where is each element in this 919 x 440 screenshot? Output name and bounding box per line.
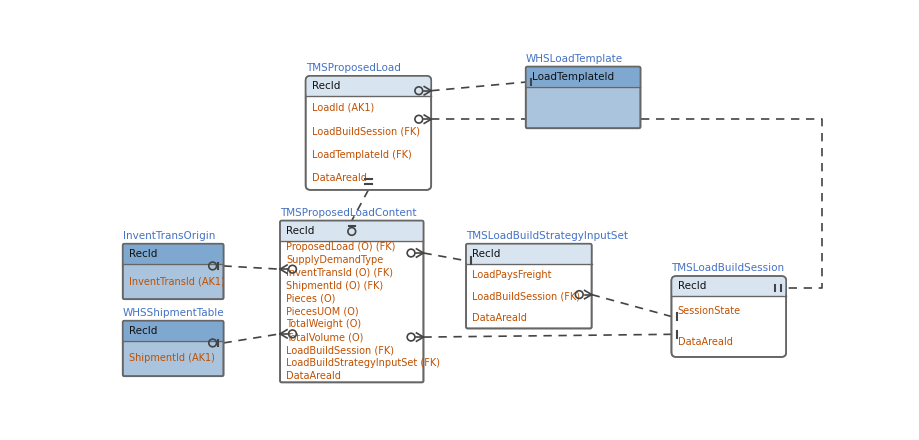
FancyBboxPatch shape [525,66,640,128]
Text: ShipmentId (AK1): ShipmentId (AK1) [129,353,215,363]
Text: PiecesUOM (O): PiecesUOM (O) [286,307,358,316]
Text: InventTransId (AK1): InventTransId (AK1) [129,276,224,286]
Text: DataAreaId: DataAreaId [677,337,732,347]
FancyBboxPatch shape [525,66,640,87]
Text: WHSShipmentTable: WHSShipmentTable [122,308,224,318]
Text: TMSProposedLoadContent: TMSProposedLoadContent [279,208,416,217]
Text: RecId: RecId [286,226,314,236]
Text: ProposedLoad (O) (FK): ProposedLoad (O) (FK) [286,242,395,252]
Text: InventTransOrigin: InventTransOrigin [122,231,215,241]
FancyBboxPatch shape [122,244,223,264]
FancyBboxPatch shape [122,321,223,341]
Text: LoadBuildSession (FK): LoadBuildSession (FK) [471,291,580,301]
Text: RecId: RecId [471,249,500,259]
FancyBboxPatch shape [671,276,786,357]
Text: DataAreaId: DataAreaId [471,313,527,323]
Text: WHSLoadTemplate: WHSLoadTemplate [525,54,622,63]
Text: TMSLoadBuildSession: TMSLoadBuildSession [671,263,784,273]
Text: TMSLoadBuildStrategyInputSet: TMSLoadBuildStrategyInputSet [466,231,628,241]
FancyBboxPatch shape [671,276,786,296]
Text: TMSProposedLoad: TMSProposedLoad [305,63,400,73]
FancyBboxPatch shape [305,76,431,96]
Text: InventTransId (O) (FK): InventTransId (O) (FK) [286,268,392,278]
Text: RecId: RecId [312,81,340,91]
Text: DataAreaId: DataAreaId [312,173,367,183]
FancyBboxPatch shape [122,321,223,376]
Text: SupplyDemandType: SupplyDemandType [286,255,383,265]
FancyBboxPatch shape [122,244,223,299]
FancyBboxPatch shape [279,221,423,382]
Text: DataAreaId: DataAreaId [286,371,341,381]
Text: TotalWeight (O): TotalWeight (O) [286,319,361,330]
Text: LoadBuildSession (FK): LoadBuildSession (FK) [312,126,419,136]
Text: SessionState: SessionState [677,306,740,316]
FancyBboxPatch shape [279,221,423,241]
Text: LoadBuildStrategyInputSet (FK): LoadBuildStrategyInputSet (FK) [286,358,440,368]
Text: RecId: RecId [129,326,157,336]
Text: Pieces (O): Pieces (O) [286,293,335,304]
Text: LoadId (AK1): LoadId (AK1) [312,103,374,113]
FancyBboxPatch shape [466,244,591,328]
Text: LoadPaysFreight: LoadPaysFreight [471,270,551,279]
FancyBboxPatch shape [305,76,431,190]
Text: ShipmentId (O) (FK): ShipmentId (O) (FK) [286,281,383,291]
Text: TotalVolume (O): TotalVolume (O) [286,332,363,342]
FancyBboxPatch shape [466,244,591,264]
Text: RecId: RecId [129,249,157,259]
Text: RecId: RecId [677,281,705,291]
Text: LoadTemplateId: LoadTemplateId [531,72,613,82]
Text: LoadTemplateId (FK): LoadTemplateId (FK) [312,150,411,160]
Text: LoadBuildSession (FK): LoadBuildSession (FK) [286,345,394,355]
